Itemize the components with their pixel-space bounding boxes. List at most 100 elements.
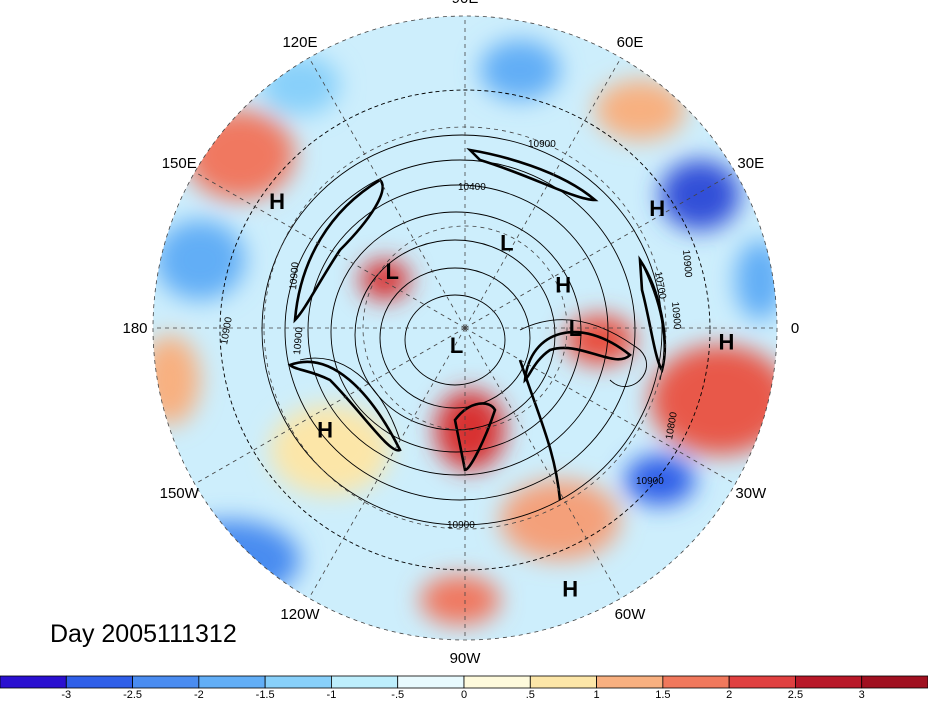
longitude-label: 120W: [280, 606, 320, 623]
colorbar-tick-label: -3: [61, 689, 72, 701]
colorbar-tick-label: -1: [326, 689, 337, 701]
colorbar-tick-label: 0: [460, 689, 468, 701]
colorbar-swatch: [65, 675, 133, 689]
meridian-line: [194, 171, 466, 329]
height-contour: [261, 134, 663, 526]
jet-contour: [466, 148, 599, 202]
longitude-label: 0: [791, 320, 799, 337]
longitude-label: 150E: [162, 155, 197, 172]
high-pressure-marker: H: [562, 576, 578, 601]
low-pressure-marker: L: [450, 333, 463, 358]
height-contour: [299, 357, 401, 441]
contour-label: 10900: [636, 476, 664, 487]
contour-label: 10900: [528, 139, 556, 150]
contour-label: 10700: [652, 271, 668, 301]
low-pressure-marker: L: [500, 230, 513, 255]
colorbar-swatch: [795, 675, 863, 689]
longitude-label: 30E: [737, 155, 764, 172]
latitude-circle: [362, 225, 568, 431]
meridian-line: [308, 57, 466, 329]
anomaly-blob: [153, 335, 200, 425]
contour-label: 10800: [664, 411, 680, 441]
contour-label: 10900: [669, 301, 682, 330]
anomaly-blob: [260, 55, 340, 115]
colorbar-swatch: [596, 675, 664, 689]
map-boundary: [152, 15, 778, 641]
colorbar-swatch: [529, 675, 597, 689]
longitude-label: 90E: [452, 0, 479, 7]
jet-contour: [453, 402, 497, 472]
longitude-label: 90W: [450, 650, 482, 667]
colorbar-swatch: [861, 675, 928, 689]
colorbar-swatch: [132, 675, 200, 689]
jet-contour: [293, 178, 384, 324]
anomaly-blob: [735, 240, 777, 320]
anomaly-blob: [270, 405, 390, 495]
high-pressure-marker: H: [555, 272, 571, 297]
anomaly-blob: [595, 80, 685, 140]
height-contour: [307, 184, 609, 476]
anomaly-blob: [480, 40, 560, 100]
anomaly-blob: [160, 520, 300, 600]
anomaly-blob: [155, 220, 245, 300]
meridian-line: [464, 327, 622, 599]
meridian-line: [194, 327, 466, 485]
anomaly-blob: [185, 110, 295, 200]
longitude-label: 30W: [735, 485, 767, 502]
anomaly-blob: [660, 160, 740, 230]
height-contour: [519, 319, 647, 387]
colorbar-tick-label: 3: [858, 689, 865, 701]
colorbar-swatches: [0, 675, 928, 689]
longitude-label: 120E: [282, 34, 317, 51]
contour-label: 10900: [680, 249, 693, 278]
colorbar-swatch: [264, 675, 332, 689]
colorbar-tick-label: -2: [193, 689, 204, 701]
anomaly-blob: [420, 575, 500, 625]
anomaly-blob: [360, 260, 410, 300]
high-pressure-marker: H: [649, 196, 665, 221]
colorbar-swatch: [331, 675, 399, 689]
longitude-label: 60E: [617, 34, 644, 51]
page-title: Day 2005111312: [50, 620, 237, 648]
meridian-line: [464, 327, 736, 485]
high-pressure-marker: H: [317, 418, 333, 443]
colorbar: -3 -2.5 -2 -1.5 -1 -.5 0 .5 1 1.5 2 2.5 3: [0, 675, 928, 702]
height-contour: [404, 294, 506, 386]
meridian-line: [464, 57, 622, 329]
low-pressure-marker: L: [385, 259, 398, 284]
height-contour: [284, 159, 636, 501]
longitude-label: 150W: [160, 485, 200, 502]
height-contour: [379, 267, 531, 409]
colorbar-tick-label: 2.5: [787, 689, 804, 701]
colorbar-tick-label: .5: [525, 689, 535, 701]
low-pressure-marker: L: [569, 316, 582, 341]
contour-label: 10900: [292, 326, 305, 355]
colorbar-tick-label: -2.5: [123, 689, 143, 701]
colorbar-tick-label: 2: [726, 689, 733, 701]
colorbar-swatch: [463, 675, 531, 689]
graticule: [152, 15, 778, 641]
meridian-line: [308, 327, 466, 599]
colorbar-tick-label: -1.5: [255, 689, 275, 701]
colorbar-swatch: [0, 675, 67, 689]
jet-contour: [523, 330, 632, 384]
jet-contour: [287, 360, 402, 452]
colorbar-tick-label: 1: [593, 689, 600, 701]
colorbar-swatch: [662, 675, 730, 689]
jet-contour: [518, 359, 562, 501]
contour-label: 10400: [458, 182, 486, 193]
colorbar-tick-label: 1.5: [655, 689, 671, 701]
anomaly-blob: [625, 455, 695, 505]
colorbar-swatch: [198, 675, 266, 689]
colorbar-swatch: [728, 675, 796, 689]
longitude-label: 60W: [615, 606, 647, 623]
colorbar-swatch: [397, 675, 465, 689]
high-pressure-marker: H: [269, 189, 285, 214]
contour-label: 10900: [447, 520, 475, 531]
high-pressure-marker: H: [718, 330, 734, 355]
meridian-line: [464, 171, 736, 329]
anomaly-blob: [500, 480, 620, 560]
contour-labels: 10900 10400 10900 10700 10900 10900 1090…: [219, 139, 693, 531]
contour-label: 10900: [288, 261, 301, 290]
